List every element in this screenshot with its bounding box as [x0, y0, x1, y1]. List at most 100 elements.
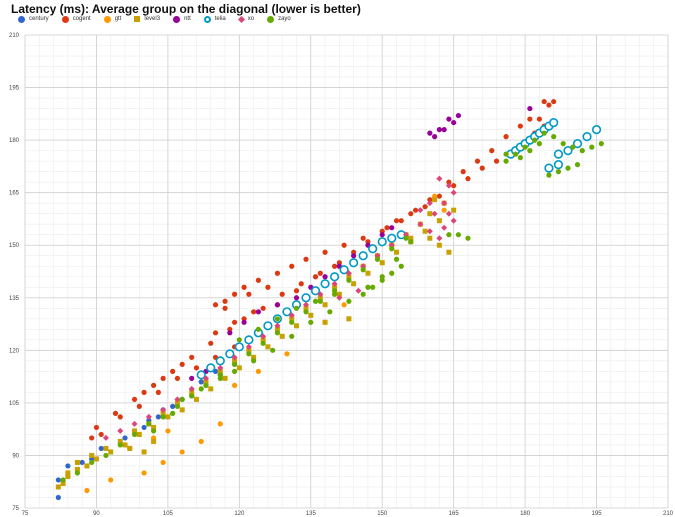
- point-level3: [151, 424, 157, 430]
- point-cogent: [222, 305, 228, 311]
- x-tick-label: 210: [663, 511, 674, 517]
- point-level3: [165, 414, 171, 420]
- legend-label: zayo: [278, 16, 291, 22]
- point-century: [98, 445, 104, 452]
- legend-item-cogent: cogent: [61, 15, 91, 23]
- point-telia: [282, 307, 292, 317]
- point-level3: [427, 211, 433, 217]
- point-xo: [417, 207, 424, 214]
- point-level3: [208, 386, 214, 392]
- point-telia: [582, 132, 592, 142]
- point-cogent: [131, 396, 138, 402]
- point-xo: [417, 221, 424, 228]
- point-cogent: [341, 242, 347, 248]
- point-cogent: [141, 389, 147, 395]
- point-zayo: [251, 358, 257, 364]
- point-xo: [131, 420, 138, 427]
- point-level3: [65, 473, 71, 479]
- point-zayo: [246, 351, 252, 357]
- point-ntt: [293, 295, 300, 301]
- point-level3: [346, 274, 352, 280]
- point-cogent: [408, 211, 414, 217]
- point-xo: [450, 189, 457, 196]
- point-zayo: [393, 256, 400, 262]
- point-zayo: [203, 382, 209, 388]
- point-level3: [217, 368, 223, 374]
- point-zayo: [274, 316, 281, 322]
- point-level3: [141, 449, 147, 455]
- legend-label: xo: [247, 16, 255, 22]
- point-telia: [263, 321, 273, 331]
- point-zayo: [74, 470, 80, 476]
- point-zayo: [565, 165, 571, 171]
- point-ntt: [389, 225, 395, 231]
- point-level3: [246, 347, 252, 353]
- point-zayo: [117, 442, 123, 448]
- point-level3: [93, 456, 99, 462]
- point-cogent: [289, 263, 295, 269]
- point-ntt: [527, 105, 533, 112]
- point-cogent: [551, 98, 557, 105]
- point-ntt: [427, 130, 433, 136]
- point-level3: [136, 431, 142, 437]
- point-telia: [572, 139, 583, 149]
- point-level3: [346, 316, 352, 322]
- point-zayo: [370, 284, 376, 290]
- point-ntt: [446, 116, 452, 122]
- point-zayo: [217, 375, 223, 381]
- point-zayo: [255, 326, 261, 332]
- point-cogent: [274, 270, 281, 276]
- point-level3: [251, 354, 257, 360]
- point-cogent: [279, 291, 285, 297]
- point-zayo: [103, 452, 109, 459]
- point-xo: [145, 413, 152, 420]
- point-cogent: [231, 319, 238, 325]
- point-xo: [245, 343, 252, 350]
- point-level3: [236, 365, 242, 371]
- point-level3: [436, 242, 442, 248]
- point-gtt: [441, 207, 447, 213]
- point-telia: [244, 335, 254, 345]
- y-tick-label: 180: [9, 138, 20, 144]
- point-zayo: [312, 298, 319, 304]
- point-zayo: [574, 162, 581, 168]
- point-ntt: [227, 330, 233, 336]
- series-level3: [55, 197, 457, 490]
- point-zayo: [151, 428, 157, 434]
- point-zayo: [289, 319, 295, 325]
- legend-label: gtt: [114, 16, 122, 22]
- point-zayo: [231, 368, 238, 374]
- point-level3: [293, 323, 299, 329]
- point-gtt: [179, 449, 185, 455]
- point-zayo: [598, 141, 604, 147]
- point-cogent: [246, 291, 252, 297]
- point-cogent: [479, 165, 485, 171]
- point-level3: [308, 312, 314, 318]
- point-xo: [445, 210, 452, 217]
- point-xo: [217, 364, 224, 371]
- point-telia: [225, 349, 235, 359]
- point-cogent: [112, 410, 119, 416]
- x-tick-label: 165: [449, 511, 460, 517]
- point-zayo: [189, 393, 195, 399]
- point-zayo: [346, 277, 352, 283]
- point-telia: [301, 293, 311, 303]
- point-cogent: [517, 123, 523, 129]
- point-level3: [427, 235, 433, 241]
- point-zayo: [532, 137, 538, 143]
- point-zayo: [303, 309, 309, 315]
- legend-marker-century: [18, 15, 25, 23]
- point-xo: [231, 354, 238, 361]
- legend-item-gtt: gtt: [103, 15, 122, 23]
- point-cogent: [474, 158, 481, 164]
- point-cogent: [489, 148, 495, 154]
- point-telia: [329, 272, 340, 282]
- point-level3: [108, 449, 114, 455]
- point-zayo: [503, 158, 509, 164]
- point-zayo: [308, 319, 314, 325]
- point-level3: [55, 484, 61, 490]
- point-xo: [160, 406, 167, 413]
- point-level3: [332, 284, 338, 290]
- point-cogent: [527, 116, 533, 122]
- point-xo: [426, 228, 433, 235]
